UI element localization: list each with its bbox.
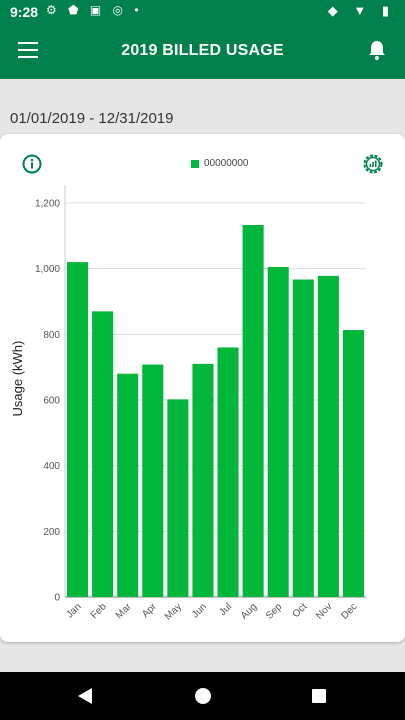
x-tick-label: Nov: [314, 601, 334, 621]
notification-icons: ⚙ ⬟ ▣ ◎ •: [46, 3, 143, 17]
y-tick-label: 200: [43, 527, 60, 538]
y-tick-label: 1,000: [35, 264, 60, 275]
bar-jun: [192, 363, 214, 597]
bell-icon[interactable]: [367, 39, 387, 61]
x-tick-label: Oct: [291, 601, 310, 620]
menu-icon[interactable]: [18, 42, 38, 58]
bar-nov: [317, 275, 339, 597]
x-tick-label: Mar: [114, 601, 134, 621]
bar-jan: [67, 262, 89, 597]
page-title: 2019 BILLED USAGE: [121, 42, 284, 59]
bar-sep: [267, 267, 289, 597]
bar-aug: [242, 224, 264, 597]
chart-settings-icon[interactable]: [361, 152, 385, 176]
legend-swatch: [191, 159, 199, 168]
status-bar: 9:28 ⚙ ⬟ ▣ ◎ • ◆ ▼ ▮: [0, 0, 405, 24]
chart-card: 00000000 Usage (kWh) 0 200 400 600 800 1,000 1…: [0, 134, 405, 642]
y-tick-label: 800: [43, 330, 60, 341]
bar-mar: [117, 373, 139, 597]
usage-bar-chart: 0 200 400 600 800 1,000 1,200 Jan Feb Mar Apr May Ju…: [35, 185, 366, 622]
bar-jul: [217, 347, 239, 597]
x-tick-label: Dec: [339, 601, 359, 621]
bar-apr: [142, 364, 164, 597]
app-bar: 2019 BILLED USAGE: [0, 24, 405, 79]
y-tick-label: 0: [54, 593, 60, 604]
date-range: 01/01/2019 - 12/31/2019: [10, 110, 174, 127]
chart-legend: 00000000: [191, 158, 249, 169]
legend-label: 00000000: [204, 158, 249, 169]
x-tick-label: Feb: [89, 601, 109, 621]
status-time: 9:28: [10, 4, 39, 20]
bar-feb: [92, 311, 114, 597]
home-icon[interactable]: [195, 688, 211, 704]
bar-dec: [342, 330, 364, 597]
x-tick-label: Jan: [64, 601, 83, 620]
bar-may: [167, 399, 189, 597]
system-icons: ◆ ▼ ▮: [327, 3, 395, 18]
x-tick-label: Apr: [140, 601, 159, 620]
y-tick-label: 600: [43, 396, 60, 407]
y-tick-label: 1,200: [35, 199, 60, 210]
x-tick-label: May: [163, 601, 184, 622]
x-tick-label: Aug: [239, 601, 259, 621]
x-tick-label: Jun: [190, 601, 209, 620]
x-tick-label: Sep: [264, 601, 285, 622]
back-icon[interactable]: [78, 688, 92, 704]
recents-icon[interactable]: [312, 689, 326, 703]
info-icon[interactable]: [22, 154, 42, 174]
system-nav-bar: [0, 672, 405, 720]
y-tick-label: 400: [43, 461, 60, 472]
bar-oct: [292, 279, 314, 597]
x-tick-label: Jul: [217, 601, 234, 618]
